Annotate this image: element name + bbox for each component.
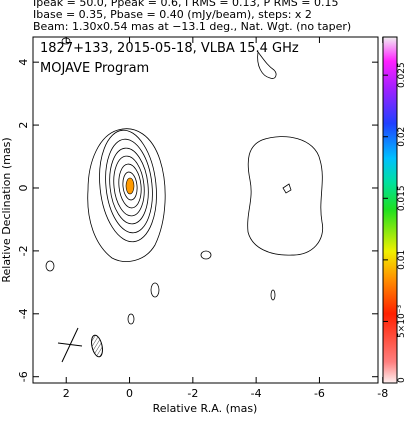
chart-title: 1827+133, 2015-05-18, VLBA 15.4 GHz [40, 41, 299, 56]
plot-frame [32, 36, 379, 384]
contours [45, 37, 324, 325]
colorbar-tick-label: 0.02 [397, 127, 407, 147]
colorbar-tick-label: 5×10⁻³ [397, 305, 407, 338]
x-tick-label: -4 [251, 387, 262, 400]
x-tick-label: 2 [63, 387, 70, 400]
header-line: Ibase = 0.35, Pbase = 0.40 (mJy/beam), s… [33, 8, 312, 21]
colorbar [382, 36, 398, 384]
colorbar-tick-label: 0 [397, 377, 407, 383]
y-tick-label: 0 [17, 184, 30, 191]
y-tick-label: -6 [17, 371, 30, 382]
header-line: Ipeak = 50.0, Ppeak = 0.6, I RMS = 0.13,… [33, 0, 339, 9]
y-axis-label: Relative Declination (mas) [0, 137, 13, 282]
x-tick-label: -6 [314, 387, 325, 400]
colorbar-tick-label: 0.025 [397, 62, 407, 88]
chart-subtitle: MOJAVE Program [40, 61, 149, 76]
y-tick-label: -4 [17, 308, 30, 319]
y-tick-label: 4 [17, 59, 30, 66]
header-line: Beam: 1.30x0.54 mas at −13.1 deg., Nat. … [33, 20, 351, 33]
y-tick-label: -2 [17, 245, 30, 256]
colorbar-tick-label: 0.015 [397, 185, 407, 211]
x-axis-label: Relative R.A. (mas) [153, 402, 258, 415]
colorbar-tick-label: 0.01 [397, 250, 407, 270]
x-tick-label: -2 [187, 387, 198, 400]
beam [57, 327, 103, 363]
y-tick-label: 2 [17, 122, 30, 129]
x-tick-label: -8 [377, 387, 388, 400]
x-tick-label: 0 [126, 387, 133, 400]
